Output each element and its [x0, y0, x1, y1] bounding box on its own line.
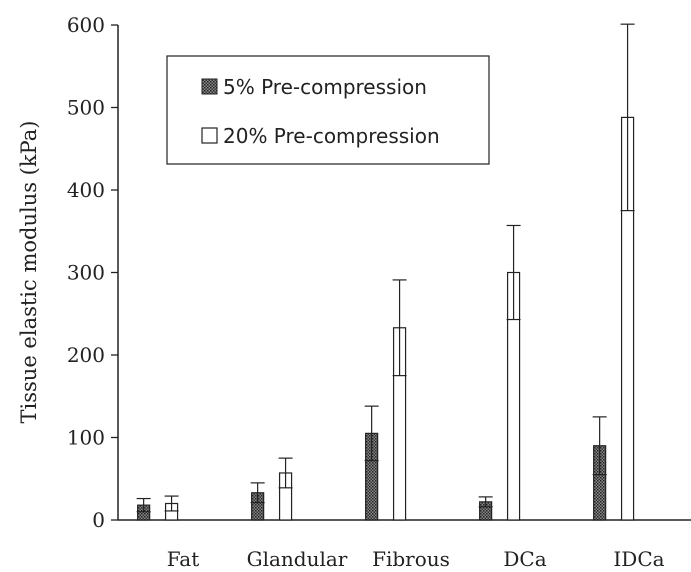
legend: 5% Pre-compression 20% Pre-compression — [166, 55, 490, 165]
y-tick-label: 300 — [67, 261, 105, 285]
x-tick-label: Fibrous — [372, 547, 450, 571]
x-tick-labels: Fat Glandular Fibrous DCa IDCa — [167, 547, 665, 571]
x-tick-label: Glandular — [247, 547, 348, 571]
legend-swatch-20pct — [201, 127, 218, 144]
x-tick-label: Fat — [167, 547, 199, 571]
y-tick-label: 500 — [67, 96, 105, 120]
y-tick-label: 100 — [67, 426, 105, 450]
y-axis-label-group: Tissue elastic modulus (kPa) — [17, 121, 41, 424]
legend-label-20pct: 20% Pre-compression — [223, 124, 440, 148]
y-axis-label: Tissue elastic modulus (kPa) — [17, 121, 41, 424]
x-tick-label: IDCa — [613, 547, 664, 571]
y-tick-label: 600 — [67, 13, 105, 37]
y-tick-label: 200 — [67, 343, 105, 367]
legend-swatch-5pct — [201, 78, 218, 95]
y-tick-label: 400 — [67, 178, 105, 202]
y-ticks: 0 100 200 300 400 500 600 — [67, 13, 118, 532]
x-tick-label: DCa — [503, 547, 546, 571]
bars — [136, 23, 635, 521]
y-tick-label: 0 — [92, 508, 105, 532]
legend-label-5pct: 5% Pre-compression — [223, 75, 427, 99]
legend-box — [166, 55, 490, 165]
